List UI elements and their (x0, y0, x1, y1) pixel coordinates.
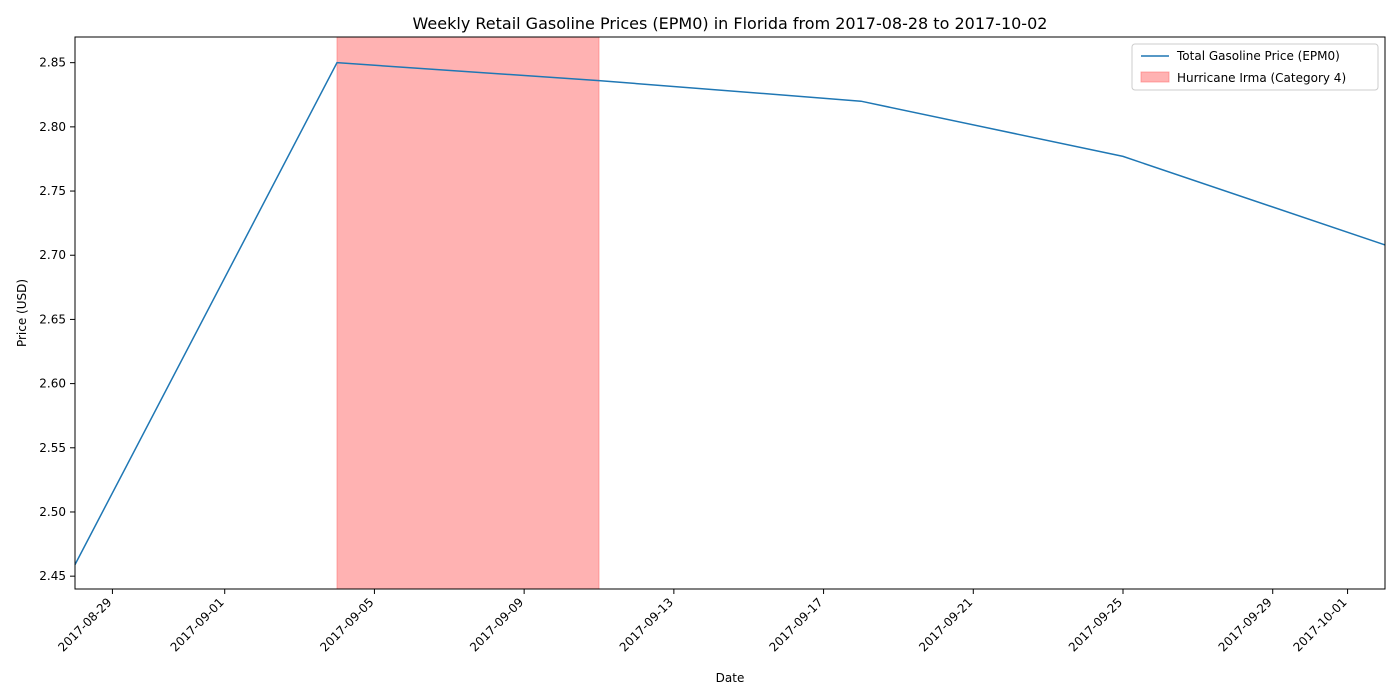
series-line-layer (74, 61, 1386, 565)
x-axis-ticks: 2017-08-29 2017-09-01 2017-09-05 2017-09-09… (55, 589, 1350, 654)
y-tick-label: 2.75 (39, 184, 66, 198)
x-tick-label: 2017-09-09 (467, 595, 526, 654)
y-tick-label: 2.45 (39, 569, 66, 583)
y-tick-label: 2.80 (39, 120, 66, 134)
legend: Total Gasoline Price (EPM0) Hurricane Ir… (1131, 43, 1379, 91)
legend-box (1131, 43, 1379, 91)
shaded-region-layer (336, 36, 600, 590)
y-tick-label: 2.85 (39, 56, 66, 70)
legend-series-label: Total Gasoline Price (EPM0) (1176, 49, 1340, 63)
x-tick-label: 2017-08-29 (55, 595, 114, 654)
x-tick-label: 2017-09-21 (916, 595, 975, 654)
x-tick-label: 2017-10-01 (1290, 595, 1349, 654)
y-tick-label: 2.65 (39, 312, 66, 326)
y-tick-label: 2.55 (39, 441, 66, 455)
legend-shade-swatch (1140, 71, 1170, 83)
x-tick-label: 2017-09-17 (766, 595, 825, 654)
chart-title: Weekly Retail Gasoline Prices (EPM0) in … (413, 14, 1048, 33)
y-tick-label: 2.70 (39, 248, 66, 262)
y-axis-label: Price (USD) (15, 279, 29, 347)
x-tick-label: 2017-09-01 (168, 595, 227, 654)
x-axis-label: Date (716, 671, 745, 685)
x-tick-label: 2017-09-05 (317, 595, 376, 654)
y-tick-label: 2.50 (39, 505, 66, 519)
x-tick-label: 2017-09-29 (1216, 595, 1275, 654)
series-line-0 (74, 61, 1386, 565)
legend-shade-label: Hurricane Irma (Category 4) (1177, 71, 1346, 85)
x-tick-label: 2017-09-25 (1066, 595, 1125, 654)
plot-frame (74, 36, 1386, 590)
shaded-region-0 (336, 36, 600, 590)
x-tick-label: 2017-09-13 (617, 595, 676, 654)
y-tick-label: 2.60 (39, 377, 66, 391)
y-axis-ticks: 2.45 2.50 2.55 2.60 2.65 2.70 2.75 2.80 2.85 (39, 56, 75, 583)
